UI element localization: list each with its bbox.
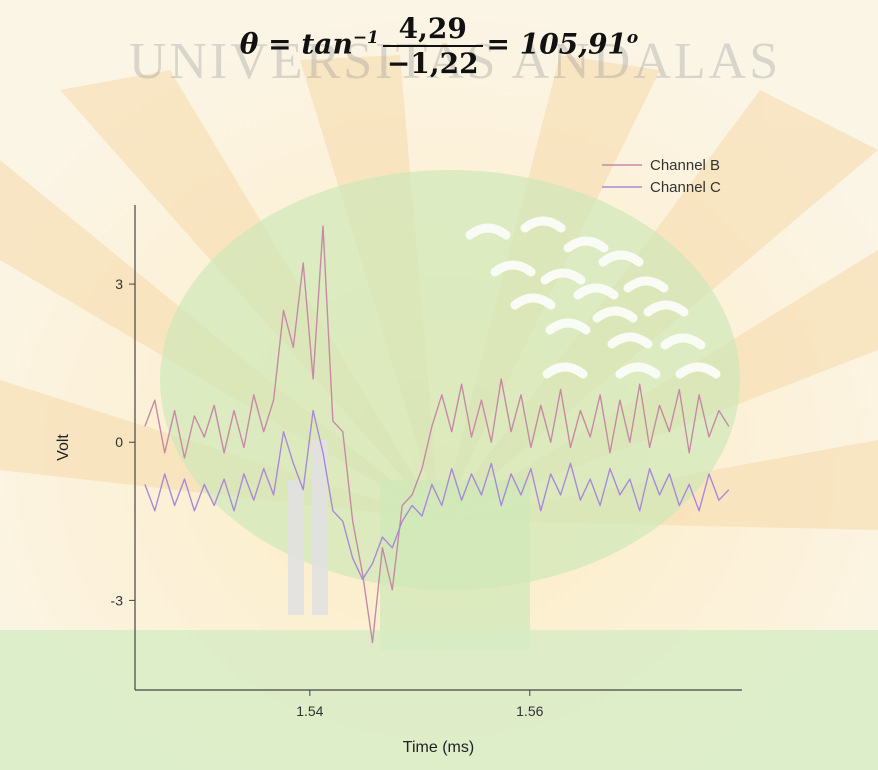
x-tick-label: 1.56 [516, 703, 543, 719]
watermark-trunk [380, 480, 530, 650]
formula-exponent: −1 [352, 28, 379, 49]
x-tick-label: 1.54 [296, 703, 323, 719]
watermark-text: UNIVERSITAS ANDALAS [129, 33, 781, 90]
series-line [144, 225, 730, 644]
formula-lhs: θ = tan [239, 27, 353, 61]
y-tick-label: 3 [115, 276, 123, 292]
plot-area: 3 0 -3 1.54 1.56 Time (ms) Volt Channel B Channe… [55, 157, 742, 756]
formula-degree: o [626, 28, 639, 49]
y-axis-label: Volt [55, 434, 72, 461]
watermark-ground [0, 630, 878, 770]
formula-fraction: 4,29 −1,22 [382, 12, 483, 80]
watermark-tree [160, 170, 740, 590]
formula-numerator: 4,29 [382, 12, 483, 47]
x-axis-label: Time (ms) [403, 739, 474, 756]
formula-rhs: = 105,91 [486, 27, 627, 61]
legend-label: Channel C [650, 179, 721, 196]
y-tick-label: 0 [115, 434, 123, 450]
series-line [144, 409, 730, 580]
watermark-arcs [465, 216, 721, 379]
formula-denominator: −1,22 [386, 47, 479, 80]
formula: θ = tan−1 4,29 −1,22 = 105,91o [0, 12, 878, 80]
watermark-candles [288, 440, 328, 615]
y-tick-label: -3 [111, 592, 124, 608]
legend-label: Channel B [650, 157, 720, 174]
